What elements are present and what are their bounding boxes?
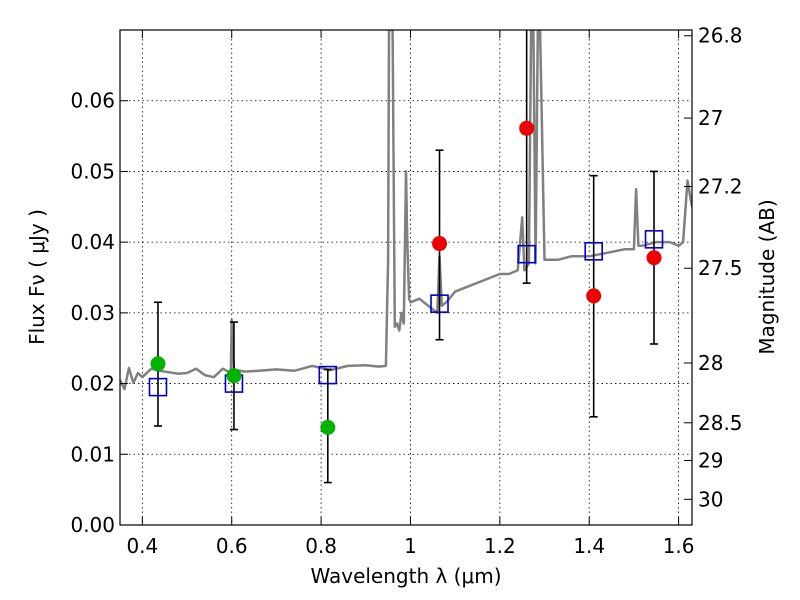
model-photometry-square [584, 242, 603, 261]
observed-flux-point [646, 250, 662, 266]
grid [120, 30, 692, 525]
mag-tick-label: 28 [698, 351, 723, 375]
model-photometry-square [517, 244, 536, 264]
model-photometry-square [318, 365, 338, 385]
y-tick-label: 0.03 [70, 301, 115, 325]
mag-tick-label: 27 [698, 106, 723, 130]
series-layer [120, 30, 692, 391]
model-photometry-square [430, 294, 449, 313]
y-axis-label: Flux Fν ( μJy ) [25, 209, 49, 345]
mag-tick-label: 26.8 [698, 24, 743, 48]
x-tick-label: 0.4 [126, 534, 158, 558]
y-tick-label: 0.05 [70, 159, 115, 183]
observed-flux-point [226, 368, 242, 384]
x-tick-label: 0.8 [305, 534, 337, 558]
plot-area-background [120, 30, 692, 525]
observed-flux-point [320, 419, 336, 435]
observed-flux-point [432, 236, 448, 252]
mag-tick-label: 29 [698, 449, 723, 473]
tick-layer: 0.4 0.6 0.8 1 1.2 1.4 1.6 0.00 0.01 0.02 0.03 0.04 0… [70, 24, 742, 558]
x-tick-label: 1.4 [573, 534, 605, 558]
observed-flux-point [150, 356, 166, 372]
model-photometry-square [148, 377, 168, 397]
mag-tick-label: 27.2 [698, 175, 743, 199]
x-tick-label: 1 [404, 534, 417, 558]
y-tick-label: 0.04 [70, 230, 115, 254]
observed-flux-point [519, 120, 535, 136]
spectrum-line [120, 30, 692, 391]
plot-frame [119, 29, 693, 526]
mag-tick-label: 28.5 [698, 411, 743, 435]
x-tick-label: 0.6 [216, 534, 248, 558]
y-tick-label: 0.06 [70, 89, 115, 113]
mag-tick-label: 27.5 [698, 256, 743, 280]
x-tick-label: 1.2 [484, 534, 516, 558]
mag-tick-label: 30 [698, 487, 723, 511]
x-tick-label: 1.6 [663, 534, 695, 558]
y-axis-right-label: Magnitude (AB) [755, 199, 779, 354]
y-tick-label: 0.00 [70, 513, 115, 537]
model-photometry-square [644, 230, 664, 249]
observed-flux-point [586, 288, 602, 304]
y-tick-label: 0.01 [70, 442, 115, 466]
y-tick-label: 0.02 [70, 372, 115, 396]
marker-layer [148, 30, 664, 484]
x-axis-label: Wavelength λ (μm) [310, 564, 501, 588]
